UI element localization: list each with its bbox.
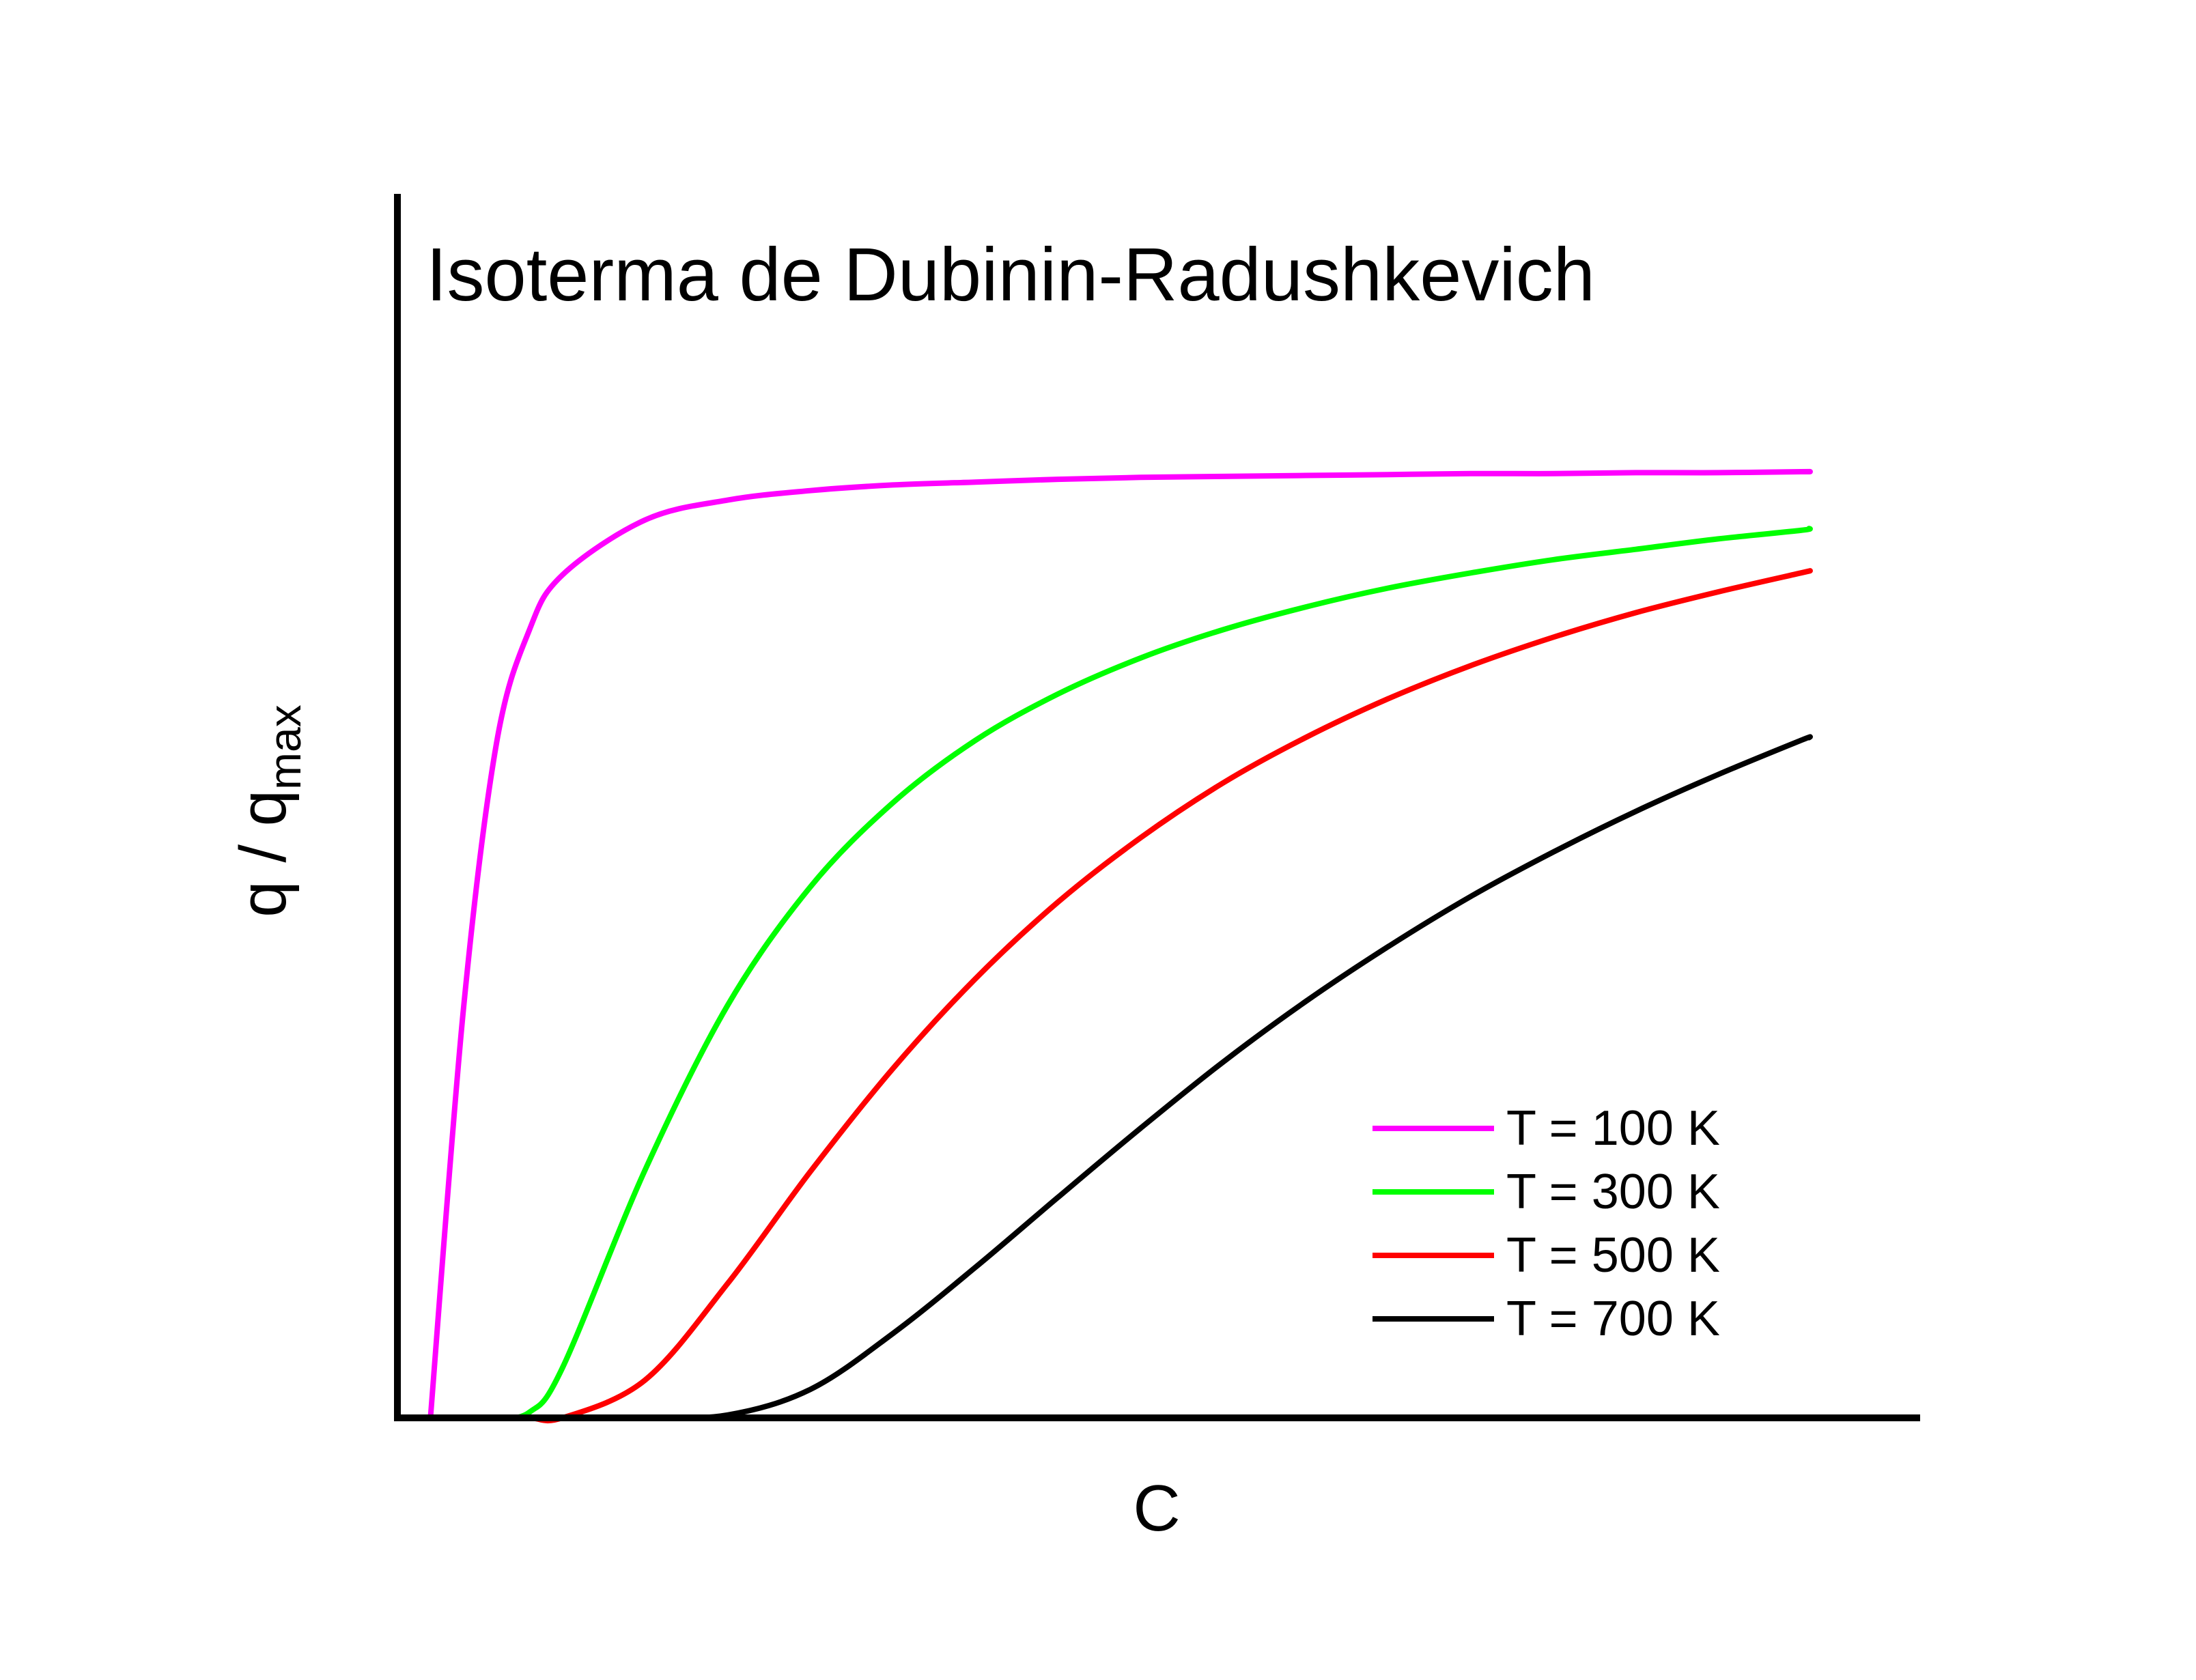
- y-axis-label: q / qmax: [227, 704, 310, 917]
- legend-entry-3: T = 500 K: [1372, 1228, 1720, 1283]
- legend-label-4: T = 700 K: [1506, 1292, 1720, 1346]
- legend-label-2: T = 300 K: [1506, 1165, 1720, 1219]
- legend-entry-1: T = 100 K: [1372, 1101, 1720, 1156]
- y-axis-label-main: q / q: [227, 790, 300, 917]
- series-line-2: [427, 526, 1813, 1421]
- chart-title: Isoterma de Dubinin-Radushkevich: [426, 233, 1595, 317]
- series-line-3: [427, 568, 1813, 1424]
- legend-entry-4: T = 700 K: [1372, 1292, 1720, 1346]
- y-axis-label-subscript: max: [259, 704, 310, 790]
- legend-label-1: T = 100 K: [1506, 1101, 1720, 1156]
- legend: T = 100 K T = 300 K T = 500 K T = 700 K: [1372, 1101, 1720, 1346]
- legend-label-3: T = 500 K: [1506, 1228, 1720, 1283]
- x-axis-label: C: [1133, 1472, 1180, 1545]
- series-line-1: [427, 468, 1813, 1421]
- legend-entry-2: T = 300 K: [1372, 1165, 1720, 1219]
